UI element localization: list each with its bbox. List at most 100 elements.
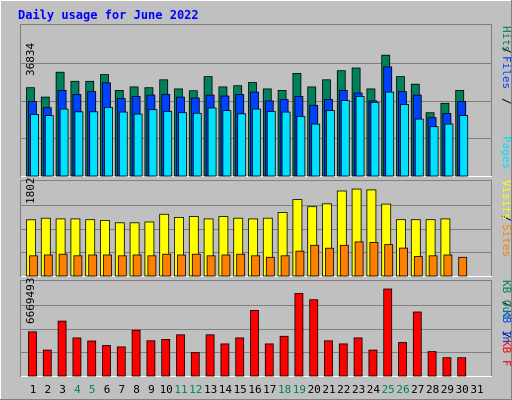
- usage-pages-bar-day-5: [89, 111, 99, 177]
- legend-files: Files: [500, 56, 512, 89]
- usage-pages-bar-day-4: [74, 111, 84, 177]
- volume-kb-f-bar-day-10: [161, 338, 171, 377]
- traffic-sites-bar-day-15: [236, 253, 246, 277]
- volume-kb-f-bar-day-4: [72, 337, 82, 377]
- panel-hits-files-pages: 36834 Pages / Files / Hits: [20, 24, 512, 177]
- day-label-30: 30: [456, 383, 469, 396]
- traffic-sites-bar-day-25: [384, 244, 394, 277]
- chart-title: Daily usage for June 2022: [18, 8, 199, 22]
- volume-kb-f-bar-day-23: [353, 337, 363, 377]
- day-label-5: 5: [89, 383, 96, 396]
- day-label-15: 15: [234, 383, 247, 396]
- volume-kb-f-bar-day-2: [42, 349, 52, 377]
- usage-pages-bar-day-15: [237, 113, 247, 177]
- usage-pages-bar-day-25: [385, 91, 395, 177]
- traffic-sites-bar-day-17: [265, 256, 275, 277]
- usage-pages-bar-day-28: [429, 126, 439, 177]
- volume-kb-f-bar-day-8: [131, 329, 141, 377]
- day-label-11: 11: [174, 383, 187, 396]
- day-label-7: 7: [118, 383, 125, 396]
- usage-pages-bar-day-17: [266, 111, 276, 177]
- usage-pages-bar-day-2: [44, 115, 54, 177]
- traffic-sites-bar-day-3: [58, 253, 68, 277]
- volume-kb-f-bar-day-30: [457, 357, 467, 377]
- day-label-4: 4: [74, 383, 81, 396]
- day-label-9: 9: [148, 383, 155, 396]
- traffic-sites-bar-day-10: [162, 253, 172, 277]
- legend-kb-out: KB Out: [500, 280, 512, 320]
- day-label-12: 12: [189, 383, 202, 396]
- usage-pages-bar-day-24: [370, 102, 380, 177]
- traffic-sites-bar-day-13: [206, 255, 216, 277]
- volume-kb-f-bar-day-22: [338, 343, 348, 377]
- legend-kb-in: KB In: [500, 310, 512, 343]
- traffic-sites-bar-day-23: [354, 241, 364, 277]
- traffic-sites-bar-day-6: [103, 254, 112, 277]
- day-label-31: 31: [470, 383, 483, 396]
- traffic-sites-bar-day-27: [413, 256, 423, 277]
- day-label-6: 6: [104, 383, 111, 396]
- volume-kb-f-bar-day-5: [87, 340, 97, 377]
- usage-pages-bar-day-6: [104, 107, 113, 177]
- traffic-sites-bar-day-4: [73, 255, 83, 277]
- ytick-visits: 1802: [24, 178, 37, 205]
- usage-pages-bar-day-26: [400, 104, 409, 177]
- legend-hits-files-pages: Pages / Files / Hits: [500, 26, 512, 169]
- volume-kb-f-bar-day-14: [220, 343, 230, 377]
- legend-hits: Hits: [500, 26, 512, 53]
- day-label-21: 21: [322, 383, 335, 396]
- usage-pages-bar-day-11: [178, 112, 187, 177]
- legend-sep-1: /: [500, 98, 512, 105]
- usage-pages-bar-day-7: [118, 111, 128, 177]
- traffic-sites-bar-day-28: [428, 255, 438, 277]
- volume-kb-f-bar-day-6: [102, 345, 111, 377]
- day-label-23: 23: [352, 383, 365, 396]
- traffic-sites-bar-day-19: [295, 250, 305, 277]
- traffic-sites-bar-day-24: [369, 241, 379, 277]
- volume-kb-f-bar-day-16: [250, 309, 259, 377]
- traffic-sites-bar-day-20: [310, 244, 320, 277]
- usage-pages-bar-day-3: [59, 108, 69, 177]
- volume-kb-f-bar-day-19: [294, 293, 304, 377]
- traffic-sites-bar-day-22: [339, 244, 349, 277]
- volume-kb-f-bar-day-24: [368, 349, 378, 377]
- day-label-25: 25: [382, 383, 395, 396]
- day-label-18: 18: [278, 383, 291, 396]
- day-label-8: 8: [133, 383, 140, 396]
- legend-kbytes: KB F / KB In / KB Out: [500, 280, 512, 367]
- legend-pages: Pages: [500, 136, 512, 169]
- traffic-sites-bar-day-12: [191, 253, 201, 277]
- volume-kb-f-bar-day-28: [427, 351, 437, 377]
- volume-kb-f-bar-day-1: [28, 331, 37, 377]
- volume-kb-f-bar-day-18: [279, 335, 289, 377]
- usage-pages-bar-day-9: [148, 109, 158, 177]
- day-label-16: 16: [248, 383, 261, 396]
- legend-visits-sites: Sites / Visits: [500, 180, 512, 257]
- legend-visits: Visits: [500, 180, 512, 220]
- usage-pages-bar-day-13: [207, 107, 217, 177]
- volume-kb-f-bar-day-25: [383, 288, 393, 377]
- usage-pages-bar-day-12: [192, 112, 202, 177]
- day-label-3: 3: [59, 383, 66, 396]
- usage-pages-bar-day-22: [340, 100, 350, 177]
- usage-pages-bar-day-8: [133, 113, 143, 177]
- volume-kb-f-bar-day-17: [264, 343, 274, 377]
- traffic-sites-bar-day-21: [325, 247, 334, 277]
- usage-pages-bar-day-16: [252, 108, 261, 177]
- day-label-20: 20: [308, 383, 321, 396]
- volume-kb-f-bar-day-13: [205, 334, 215, 377]
- day-label-22: 22: [337, 383, 350, 396]
- panel-kbytes: 6669493 KB F / KB In / KB Out: [20, 278, 512, 377]
- volume-kb-f-bar-day-11: [176, 334, 185, 377]
- traffic-sites-bar-day-9: [147, 255, 157, 277]
- day-label-26: 26: [396, 383, 409, 396]
- volume-kb-f-bar-day-26: [398, 342, 407, 377]
- traffic-sites-bar-day-14: [221, 254, 231, 277]
- day-label-13: 13: [204, 383, 217, 396]
- usage-pages-bar-day-18: [281, 111, 291, 177]
- volume-kb-f-bar-day-3: [57, 320, 67, 377]
- day-label-2: 2: [44, 383, 51, 396]
- traffic-sites-bar-day-30: [458, 256, 468, 277]
- volume-kb-f-bar-day-12: [190, 352, 200, 377]
